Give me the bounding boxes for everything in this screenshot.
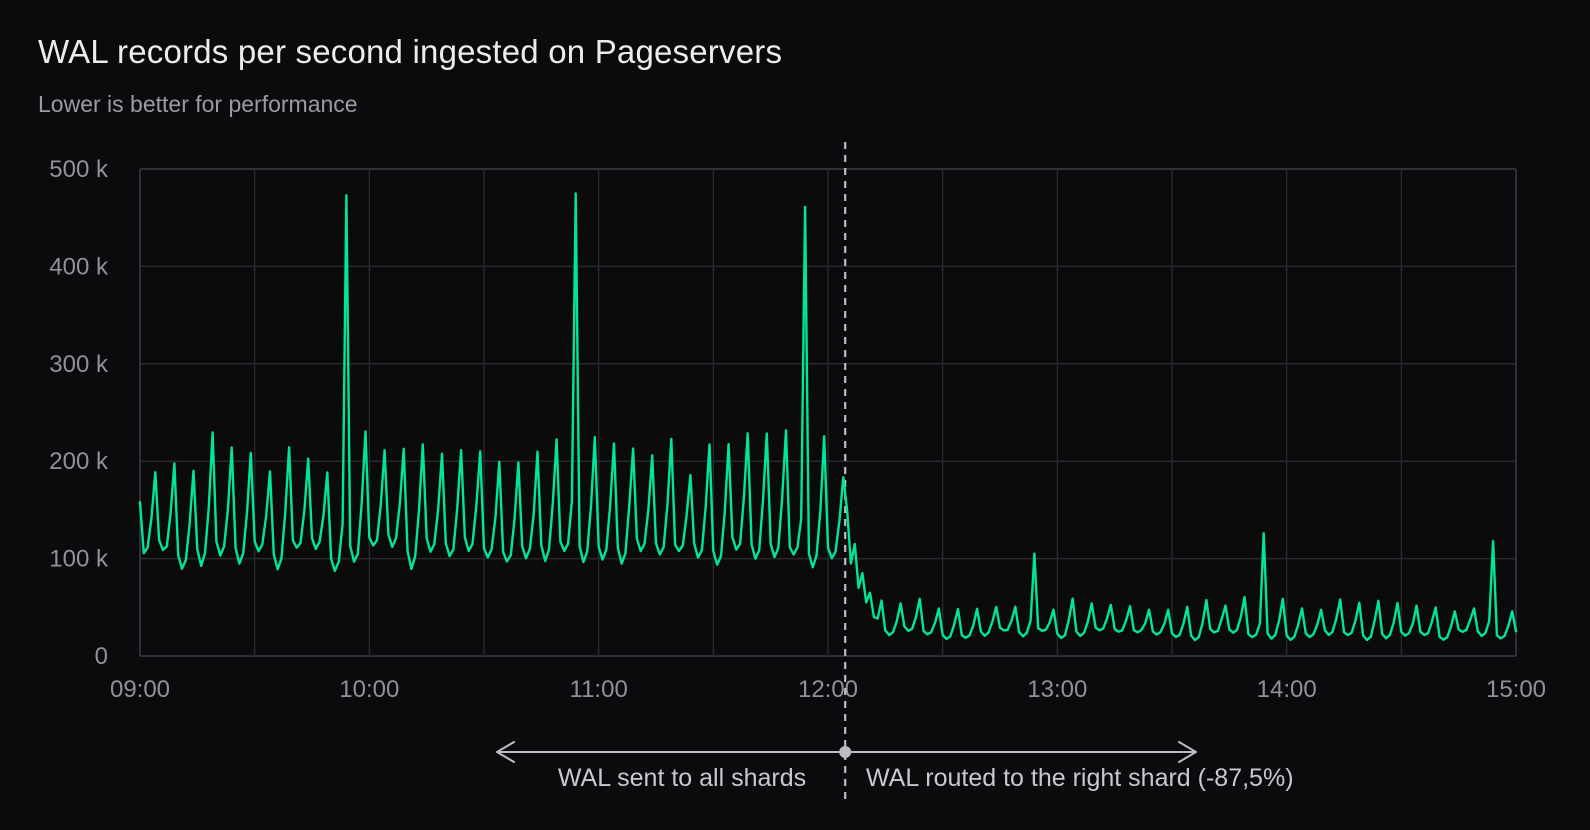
y-axis-tick-label: 500 k	[49, 156, 109, 183]
left-arrowhead-icon	[496, 741, 515, 763]
y-axis-tick-label: 200 k	[49, 448, 109, 475]
x-axis-tick-label: 10:00	[339, 676, 399, 703]
annotation-right-label: WAL routed to the right shard (-87,5%)	[866, 764, 1294, 792]
chart-title: WAL records per second ingested on Pages…	[38, 33, 783, 70]
x-axis-tick-label: 11:00	[570, 676, 628, 703]
y-axis-tick-label: 400 k	[49, 253, 109, 280]
x-axis-tick-label: 09:00	[110, 676, 170, 703]
x-axis-tick-label: 15:00	[1486, 676, 1546, 703]
y-axis-tick-label: 300 k	[49, 351, 109, 378]
x-axis-tick-label: 12:00	[798, 676, 858, 703]
chart-subtitle: Lower is better for performance	[38, 91, 358, 117]
divider-dot	[839, 746, 852, 758]
y-axis-tick-label: 100 k	[49, 546, 109, 573]
annotation-left-label: WAL sent to all shards	[557, 764, 807, 792]
wal-series-line	[138, 192, 1518, 642]
right-arrowhead-icon	[1178, 741, 1197, 763]
x-axis-tick-label: 14:00	[1257, 676, 1317, 703]
y-axis-tick-label: 0	[95, 643, 108, 670]
x-axis-tick-label: 13:00	[1027, 676, 1087, 703]
